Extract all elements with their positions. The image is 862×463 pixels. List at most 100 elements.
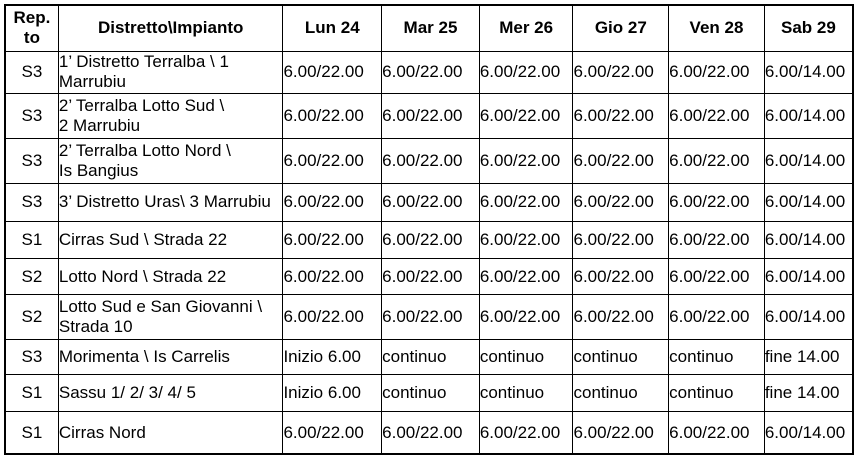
table-row: S2 Lotto Sud e San Giovanni \ Strada 10 … bbox=[4, 294, 854, 341]
cell-day-lun: 6.00/22.00 bbox=[282, 137, 383, 184]
cell-day-gio: 6.00/22.00 bbox=[572, 137, 670, 184]
cell-day-lun: 6.00/22.00 bbox=[282, 258, 383, 296]
cell-impianto: 2’ Terralba Lotto Sud \ 2 Marrubiu bbox=[57, 92, 284, 139]
cell-reparto: S1 bbox=[4, 411, 59, 455]
cell-day-mar: continuo bbox=[381, 339, 480, 376]
cell-day-sab: 6.00/14.00 bbox=[763, 294, 854, 341]
cell-impianto: Lotto Sud e San Giovanni \ Strada 10 bbox=[57, 294, 284, 341]
cell-day-sab: 6.00/14.00 bbox=[763, 50, 854, 94]
col-header-mer-26: Mer 26 bbox=[478, 4, 574, 52]
cell-reparto: S1 bbox=[4, 220, 59, 260]
col-header-distretto-impianto: Distretto\Impianto bbox=[57, 4, 284, 52]
cell-day-ven: 6.00/22.00 bbox=[668, 50, 765, 94]
cell-day-lun: 6.00/22.00 bbox=[282, 294, 383, 341]
cell-day-gio: 6.00/22.00 bbox=[572, 411, 670, 455]
table-row: S3 2’ Terralba Lotto Sud \ 2 Marrubiu 6.… bbox=[4, 92, 854, 139]
cell-day-lun: 6.00/22.00 bbox=[282, 182, 383, 222]
cell-day-lun: 6.00/22.00 bbox=[282, 92, 383, 139]
cell-day-sab: 6.00/14.00 bbox=[763, 411, 854, 455]
cell-day-mer: 6.00/22.00 bbox=[478, 137, 574, 184]
col-header-gio-27: Gio 27 bbox=[572, 4, 670, 52]
cell-day-mar: 6.00/22.00 bbox=[381, 182, 480, 222]
cell-impianto: 2’ Terralba Lotto Nord \ Is Bangius bbox=[57, 137, 284, 184]
cell-day-mer: continuo bbox=[478, 339, 574, 376]
cell-day-gio: 6.00/22.00 bbox=[572, 294, 670, 341]
cell-day-mar: 6.00/22.00 bbox=[381, 258, 480, 296]
cell-day-mer: 6.00/22.00 bbox=[478, 294, 574, 341]
cell-day-mer: continuo bbox=[478, 374, 574, 413]
table-row: S3 2’ Terralba Lotto Nord \ Is Bangius 6… bbox=[4, 137, 854, 184]
cell-reparto: S3 bbox=[4, 137, 59, 184]
cell-day-mar: 6.00/22.00 bbox=[381, 137, 480, 184]
cell-day-mar: 6.00/22.00 bbox=[381, 294, 480, 341]
table-row: S2 Lotto Nord \ Strada 22 6.00/22.00 6.0… bbox=[4, 258, 854, 296]
cell-impianto: Cirras Sud \ Strada 22 bbox=[57, 220, 284, 260]
col-header-ven-28: Ven 28 bbox=[668, 4, 765, 52]
cell-day-gio: continuo bbox=[572, 339, 670, 376]
cell-impianto: 1’ Distretto Terralba \ 1 Marrubiu bbox=[57, 50, 284, 94]
cell-day-gio: 6.00/22.00 bbox=[572, 50, 670, 94]
cell-day-sab: 6.00/14.00 bbox=[763, 92, 854, 139]
cell-day-sab: 6.00/14.00 bbox=[763, 258, 854, 296]
col-header-reparto: Rep. to bbox=[4, 4, 59, 52]
cell-reparto: S3 bbox=[4, 182, 59, 222]
cell-reparto: S1 bbox=[4, 374, 59, 413]
cell-day-gio: 6.00/22.00 bbox=[572, 220, 670, 260]
cell-day-ven: 6.00/22.00 bbox=[668, 92, 765, 139]
cell-day-lun: Inizio 6.00 bbox=[282, 339, 383, 376]
col-header-sab-29: Sab 29 bbox=[763, 4, 854, 52]
cell-day-gio: 6.00/22.00 bbox=[572, 182, 670, 222]
cell-day-gio: 6.00/22.00 bbox=[572, 92, 670, 139]
cell-day-mer: 6.00/22.00 bbox=[478, 50, 574, 94]
cell-day-sab: 6.00/14.00 bbox=[763, 182, 854, 222]
cell-reparto: S3 bbox=[4, 50, 59, 94]
cell-day-ven: continuo bbox=[668, 374, 765, 413]
cell-day-sab: 6.00/14.00 bbox=[763, 137, 854, 184]
cell-day-mar: continuo bbox=[381, 374, 480, 413]
cell-impianto: Cirras Nord bbox=[57, 411, 284, 455]
cell-day-lun: 6.00/22.00 bbox=[282, 50, 383, 94]
cell-day-sab: fine 14.00 bbox=[763, 339, 854, 376]
cell-day-lun: 6.00/22.00 bbox=[282, 220, 383, 260]
cell-day-ven: 6.00/22.00 bbox=[668, 411, 765, 455]
cell-impianto: Morimenta \ Is Carrelis bbox=[57, 339, 284, 376]
cell-day-mer: 6.00/22.00 bbox=[478, 220, 574, 260]
cell-day-mar: 6.00/22.00 bbox=[381, 411, 480, 455]
cell-day-sab: 6.00/14.00 bbox=[763, 220, 854, 260]
cell-day-mer: 6.00/22.00 bbox=[478, 92, 574, 139]
cell-day-ven: 6.00/22.00 bbox=[668, 294, 765, 341]
col-header-mar-25: Mar 25 bbox=[381, 4, 480, 52]
cell-reparto: S3 bbox=[4, 339, 59, 376]
cell-day-sab: fine 14.00 bbox=[763, 374, 854, 413]
table-row: S1 Cirras Sud \ Strada 22 6.00/22.00 6.0… bbox=[4, 220, 854, 260]
cell-reparto: S2 bbox=[4, 258, 59, 296]
cell-day-gio: 6.00/22.00 bbox=[572, 258, 670, 296]
table-row: S3 1’ Distretto Terralba \ 1 Marrubiu 6.… bbox=[4, 50, 854, 94]
cell-day-ven: 6.00/22.00 bbox=[668, 220, 765, 260]
table-row: S1 Sassu 1/ 2/ 3/ 4/ 5 Inizio 6.00 conti… bbox=[4, 374, 854, 413]
cell-reparto: S2 bbox=[4, 294, 59, 341]
table-row: S1 Cirras Nord 6.00/22.00 6.00/22.00 6.0… bbox=[4, 411, 854, 455]
cell-day-ven: 6.00/22.00 bbox=[668, 258, 765, 296]
col-header-lun-24: Lun 24 bbox=[282, 4, 383, 52]
cell-day-mer: 6.00/22.00 bbox=[478, 182, 574, 222]
table-row: S3 Morimenta \ Is Carrelis Inizio 6.00 c… bbox=[4, 339, 854, 376]
cell-day-mar: 6.00/22.00 bbox=[381, 50, 480, 94]
cell-day-ven: 6.00/22.00 bbox=[668, 182, 765, 222]
cell-day-lun: 6.00/22.00 bbox=[282, 411, 383, 455]
irrigation-schedule-table: Rep. to Distretto\Impianto Lun 24 Mar 25… bbox=[4, 4, 854, 455]
cell-day-lun: Inizio 6.00 bbox=[282, 374, 383, 413]
cell-day-mar: 6.00/22.00 bbox=[381, 92, 480, 139]
cell-day-mer: 6.00/22.00 bbox=[478, 411, 574, 455]
cell-impianto: 3’ Distretto Uras\ 3 Marrubiu bbox=[57, 182, 284, 222]
cell-day-gio: continuo bbox=[572, 374, 670, 413]
cell-impianto: Sassu 1/ 2/ 3/ 4/ 5 bbox=[57, 374, 284, 413]
cell-day-ven: continuo bbox=[668, 339, 765, 376]
cell-impianto: Lotto Nord \ Strada 22 bbox=[57, 258, 284, 296]
header-row: Rep. to Distretto\Impianto Lun 24 Mar 25… bbox=[4, 4, 854, 52]
cell-day-mar: 6.00/22.00 bbox=[381, 220, 480, 260]
cell-day-ven: 6.00/22.00 bbox=[668, 137, 765, 184]
table-row: S3 3’ Distretto Uras\ 3 Marrubiu 6.00/22… bbox=[4, 182, 854, 222]
cell-day-mer: 6.00/22.00 bbox=[478, 258, 574, 296]
cell-reparto: S3 bbox=[4, 92, 59, 139]
